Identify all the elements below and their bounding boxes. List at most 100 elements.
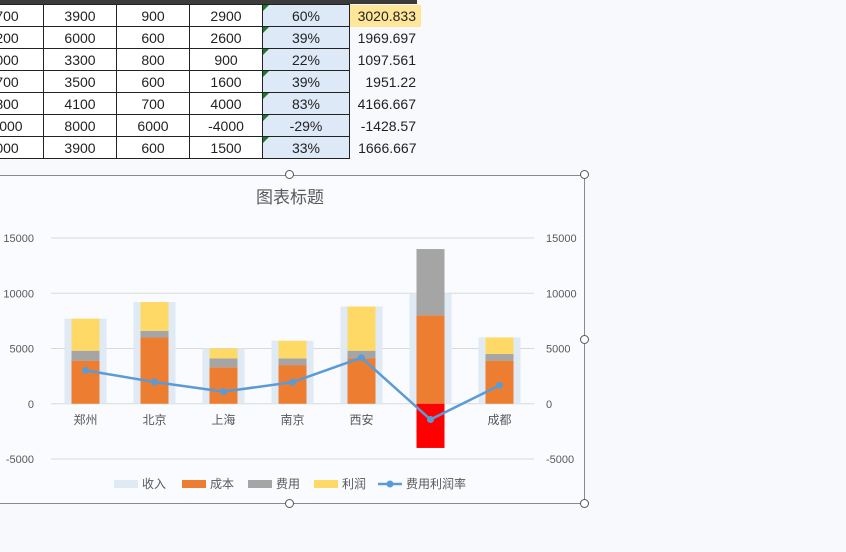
margin-percent-cell[interactable]: 22% — [262, 48, 350, 71]
legend-swatch — [248, 480, 272, 488]
legend-swatch — [182, 480, 206, 488]
profit-cell[interactable]: 2900 — [189, 4, 263, 27]
income-cell[interactable]: 200 — [0, 26, 44, 49]
y-tick-label-left: 0 — [28, 399, 34, 411]
margin-percent-cell[interactable]: -29% — [262, 114, 350, 137]
fee-cell[interactable]: 900 — [116, 4, 190, 27]
legend-swatch-marker — [386, 480, 394, 488]
y-tick-label-left: 5000 — [10, 344, 34, 356]
bar-fee[interactable] — [140, 330, 169, 338]
legend-swatch — [314, 480, 338, 488]
table-row: 0003900600150033% 1666.667 — [0, 136, 421, 159]
rate-cell[interactable]: 1097.561 — [357, 51, 416, 68]
chart-title[interactable]: 图表标题 — [256, 188, 324, 207]
legend-label[interactable]: 成本 — [210, 477, 234, 491]
x-tick-label: 西安 — [349, 412, 373, 427]
rate-cell[interactable]: 3020.833 — [349, 4, 421, 27]
cost-cell[interactable]: 8000 — [43, 114, 117, 137]
table-row: 000080006000-4000-29% -1428.57 — [0, 114, 421, 137]
table-row: 7003500600160039% 1951.22 — [0, 70, 421, 93]
income-cell[interactable]: 000 — [0, 48, 44, 71]
rate-point[interactable] — [496, 381, 503, 389]
bar-fee[interactable] — [485, 354, 514, 361]
rate-cell[interactable]: -1428.57 — [360, 117, 416, 134]
legend-swatch — [114, 480, 138, 488]
legend-label[interactable]: 利润 — [342, 477, 366, 491]
resize-handle-middle-right[interactable] — [580, 335, 589, 344]
y-tick-label-left: -5000 — [6, 454, 34, 466]
margin-percent-cell[interactable]: 60% — [262, 4, 350, 27]
bar-profit[interactable] — [209, 348, 238, 359]
profit-cell[interactable]: 900 — [189, 48, 263, 71]
income-cell[interactable]: 0000 — [0, 114, 44, 137]
y-tick-label-left: 15000 — [3, 233, 34, 245]
table-row: 2006000600260039% 1969.697 — [0, 26, 421, 49]
income-cell[interactable]: 700 — [0, 4, 44, 27]
bar-cost[interactable] — [140, 337, 169, 404]
margin-percent-cell[interactable]: 33% — [262, 136, 350, 159]
data-table: 7003900900290060%3020.833200600060026003… — [0, 4, 421, 159]
margin-percent-cell[interactable]: 39% — [262, 70, 350, 93]
rate-point[interactable] — [358, 354, 365, 362]
resize-handle-top-right[interactable] — [580, 170, 589, 179]
chart-frame[interactable]: 图表标题 15000 15000 10000 10000 5000 5000 0 0 -5000… — [0, 175, 585, 504]
rate-cell[interactable]: 1951.22 — [365, 73, 416, 90]
cost-cell[interactable]: 3300 — [43, 48, 117, 71]
bar-fee[interactable] — [416, 249, 445, 316]
bar-fee[interactable] — [71, 350, 100, 361]
margin-percent-cell[interactable]: 39% — [262, 26, 350, 49]
x-tick-label: 郑州 — [73, 412, 97, 427]
fee-cell[interactable]: 700 — [116, 92, 190, 115]
bar-profit[interactable] — [485, 337, 514, 355]
rate-point[interactable] — [427, 416, 434, 424]
bar-profit[interactable] — [71, 318, 100, 351]
resize-handle-bottom-middle[interactable] — [285, 499, 294, 508]
cost-cell[interactable]: 3900 — [43, 4, 117, 27]
table-row: 000330080090022% 1097.561 — [0, 48, 421, 71]
rate-point[interactable] — [82, 366, 89, 374]
rate-cell[interactable]: 4166.667 — [357, 95, 416, 112]
fee-cell[interactable]: 600 — [116, 70, 190, 93]
cost-cell[interactable]: 6000 — [43, 26, 117, 49]
profit-cell[interactable]: 2600 — [189, 26, 263, 49]
bar-cost[interactable] — [416, 315, 445, 404]
income-cell[interactable]: 000 — [0, 136, 44, 159]
bar-profit[interactable] — [347, 306, 376, 351]
legend-label[interactable]: 费用 — [276, 477, 300, 491]
table-row: 7003900900290060%3020.833 — [0, 4, 421, 27]
bar-cost[interactable] — [209, 367, 238, 404]
income-cell[interactable]: 700 — [0, 70, 44, 93]
y-tick-label-left: 10000 — [3, 288, 34, 300]
table-row: 8004100700400083% 4166.667 — [0, 92, 421, 115]
resize-handle-top-middle[interactable] — [285, 170, 294, 179]
resize-handle-bottom-right[interactable] — [580, 499, 589, 508]
fee-cell[interactable]: 6000 — [116, 114, 190, 137]
bar-fee[interactable] — [209, 358, 238, 368]
y-tick-label-right: 10000 — [546, 288, 577, 300]
rate-point[interactable] — [289, 378, 296, 386]
cost-cell[interactable]: 3500 — [43, 70, 117, 93]
bar-profit[interactable] — [278, 340, 307, 359]
column-header-strip — [0, 0, 417, 4]
profit-cell[interactable]: -4000 — [189, 114, 263, 137]
cost-cell[interactable]: 3900 — [43, 136, 117, 159]
legend-label[interactable]: 收入 — [142, 477, 166, 491]
profit-cell[interactable]: 4000 — [189, 92, 263, 115]
legend-label[interactable]: 费用利润率 — [406, 476, 466, 491]
fee-cell[interactable]: 600 — [116, 26, 190, 49]
rate-cell[interactable]: 1666.667 — [358, 139, 417, 156]
cost-cell[interactable]: 4100 — [43, 92, 117, 115]
bar-profit[interactable] — [140, 302, 169, 331]
profit-cell[interactable]: 1500 — [189, 136, 263, 159]
combo-chart[interactable]: 图表标题 15000 15000 10000 10000 5000 5000 0 0 -5000… — [0, 176, 584, 503]
fee-cell[interactable]: 800 — [116, 48, 190, 71]
rate-point[interactable] — [151, 378, 158, 386]
profit-cell[interactable]: 1600 — [189, 70, 263, 93]
bar-fee[interactable] — [278, 358, 307, 366]
rate-point[interactable] — [220, 388, 227, 396]
fee-cell[interactable]: 600 — [116, 136, 190, 159]
y-tick-label-right: 15000 — [546, 233, 577, 245]
margin-percent-cell[interactable]: 83% — [262, 92, 350, 115]
income-cell[interactable]: 800 — [0, 92, 44, 115]
rate-cell[interactable]: 1969.697 — [357, 29, 416, 46]
